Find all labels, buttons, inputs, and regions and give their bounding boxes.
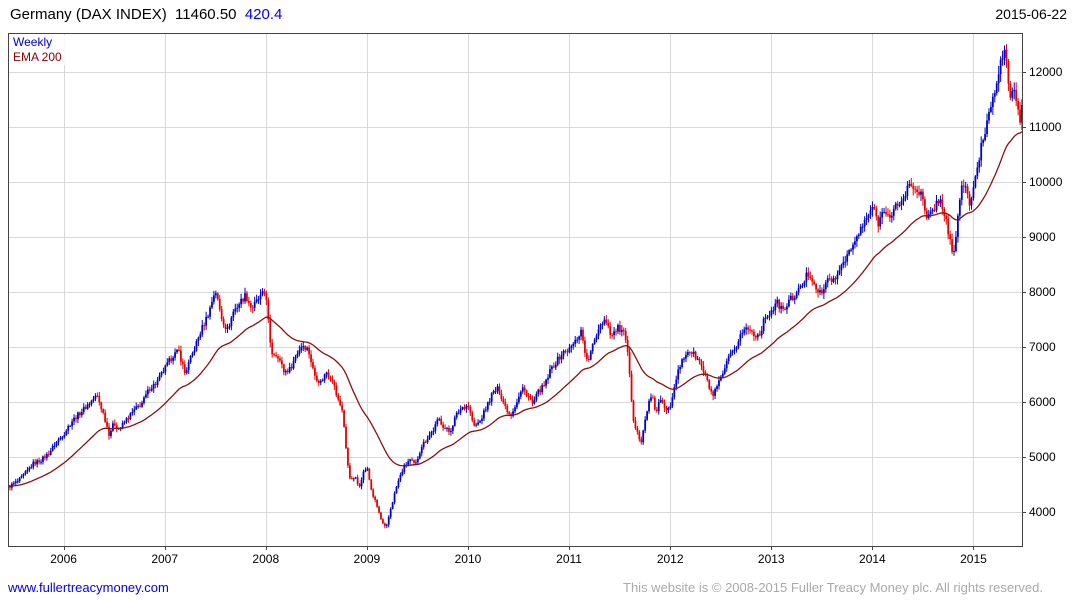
x-axis-label: 2010 (454, 552, 482, 566)
site-link[interactable]: www.fullertreacymoney.com (8, 580, 169, 595)
copyright-text: This website is © 2008-2015 Fuller Treac… (623, 580, 1043, 595)
x-axis-label: 2006 (50, 552, 77, 566)
x-axis-label: 2009 (353, 552, 381, 566)
x-axis-label: 2007 (151, 552, 179, 566)
y-axis-label: 12000 (1029, 65, 1063, 79)
legend-ema-label: EMA 200 (13, 50, 62, 64)
price-change: 420.4 (244, 6, 283, 23)
legend-weekly-label: Weekly (13, 35, 53, 49)
x-axis-label: 2012 (656, 552, 684, 566)
x-axis-label: 2015 (960, 552, 987, 566)
y-axis-label: 6000 (1029, 395, 1056, 409)
chart-title: Germany (DAX INDEX) 11460.50 420.4 (10, 6, 282, 23)
y-axis-label: 8000 (1029, 285, 1056, 299)
chart-legend: Weekly EMA 200 (13, 35, 66, 65)
x-axis-label: 2013 (757, 552, 785, 566)
instrument-name: Germany (DAX INDEX) (10, 6, 167, 23)
last-price: 11460.50 (175, 6, 237, 23)
y-axis-label: 7000 (1029, 340, 1056, 354)
y-axis-label: 4000 (1029, 505, 1056, 519)
chart-date: 2015-06-22 (995, 6, 1067, 22)
x-axis-label: 2014 (859, 552, 886, 566)
y-axis-label: 11000 (1029, 120, 1062, 134)
x-axis-label: 2008 (252, 552, 280, 566)
y-axis-label: 9000 (1029, 230, 1056, 244)
y-axis-label: 10000 (1029, 175, 1063, 189)
x-axis-label: 2011 (556, 552, 582, 566)
y-axis-label: 5000 (1029, 450, 1056, 464)
